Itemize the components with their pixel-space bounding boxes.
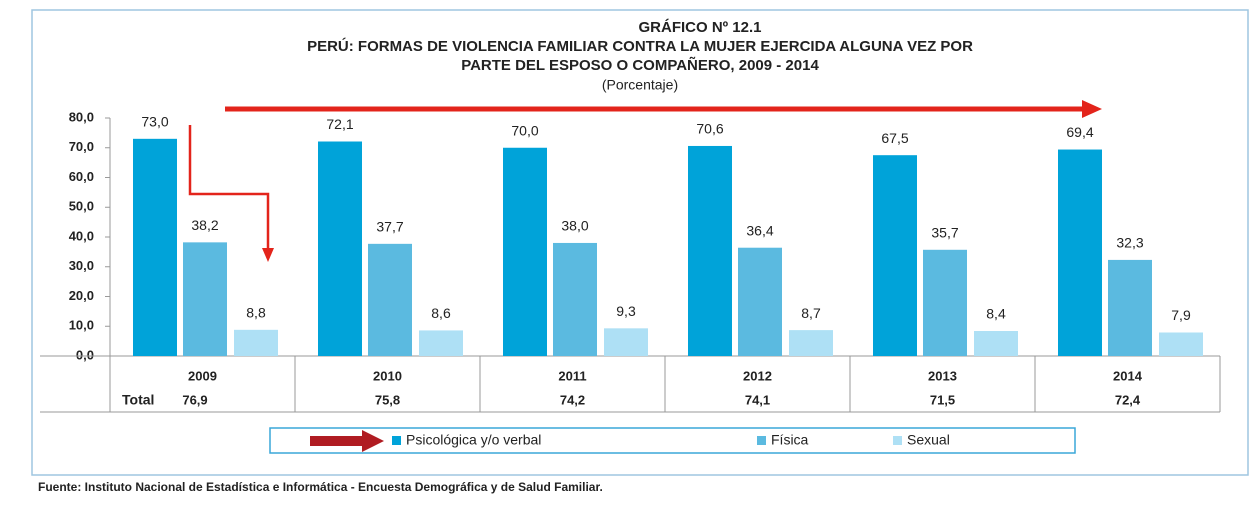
- bar: [1058, 149, 1102, 356]
- total-value: 71,5: [930, 392, 955, 407]
- data-label: 8,7: [801, 305, 821, 321]
- frame: [31, 9, 1249, 476]
- data-label: 73,0: [141, 114, 168, 130]
- bar: [873, 155, 917, 356]
- total-label: Total: [122, 392, 154, 408]
- bar: [503, 147, 547, 356]
- bar: [789, 330, 833, 356]
- legend-label: Física: [771, 432, 809, 448]
- bar: [604, 328, 648, 356]
- legend-swatch: [893, 436, 902, 445]
- bar: [368, 243, 412, 356]
- data-label: 8,4: [986, 306, 1006, 322]
- chart-title-line: PARTE DEL ESPOSO O COMPAÑERO, 2009 - 201…: [461, 56, 819, 74]
- x-tick-label: 2012: [743, 368, 772, 383]
- legend-swatch: [757, 436, 766, 445]
- total-value: 74,1: [745, 392, 770, 407]
- bar: [738, 247, 782, 356]
- x-tick-label: 2014: [1113, 368, 1143, 383]
- bar: [1108, 259, 1152, 356]
- data-label: 7,9: [1171, 307, 1191, 323]
- data-label: 8,8: [246, 305, 266, 321]
- data-label: 35,7: [931, 224, 958, 240]
- legend-label: Sexual: [907, 432, 950, 448]
- bar: [133, 138, 177, 356]
- total-value: 76,9: [182, 392, 207, 407]
- data-label: 69,4: [1066, 124, 1093, 140]
- bar: [234, 329, 278, 356]
- chart-title-line: PERÚ: FORMAS DE VIOLENCIA FAMILIAR CONTR…: [307, 37, 973, 55]
- y-tick-label: 50,0: [69, 199, 94, 214]
- bar: [923, 249, 967, 356]
- data-label: 70,0: [511, 122, 538, 138]
- total-value: 74,2: [560, 392, 585, 407]
- y-tick-label: 30,0: [69, 258, 94, 273]
- legend-swatch: [392, 436, 401, 445]
- legend-box: [269, 427, 1076, 454]
- bar: [419, 330, 463, 356]
- x-tick-label: 2010: [373, 368, 402, 383]
- arrows: [188, 100, 1102, 262]
- data-label: 8,6: [431, 305, 451, 321]
- bar: [688, 145, 732, 356]
- x-tick-label: 2013: [928, 368, 957, 383]
- total-value: 72,4: [1115, 392, 1141, 407]
- data-label: 72,1: [326, 116, 353, 132]
- legend-label: Psicológica y/o verbal: [406, 432, 541, 448]
- data-label: 38,0: [561, 218, 588, 234]
- y-tick-label: 10,0: [69, 318, 94, 333]
- data-label: 70,6: [696, 121, 723, 137]
- y-tick-label: 0,0: [76, 347, 94, 362]
- data-label: 67,5: [881, 130, 908, 146]
- x-tick-label: 2009: [188, 368, 217, 383]
- chart-title: GRÁFICO Nº 12.1: [638, 19, 761, 36]
- x-tick-label: 2011: [558, 368, 586, 383]
- bar: [553, 242, 597, 356]
- legend-arrow: [310, 430, 384, 452]
- y-tick-label: 60,0: [69, 169, 94, 184]
- y-tick-label: 40,0: [69, 228, 94, 243]
- y-tick-label: 80,0: [69, 109, 94, 124]
- data-label: 37,7: [376, 219, 403, 235]
- data-label: 38,2: [191, 217, 218, 233]
- y-tick-label: 70,0: [69, 139, 94, 154]
- bar: [318, 141, 362, 356]
- total-value: 75,8: [375, 392, 400, 407]
- source: Fuente: Instituto Nacional de Estadístic…: [38, 480, 603, 494]
- data-label: 36,4: [746, 222, 773, 238]
- data-label: 9,3: [616, 303, 636, 319]
- bar: [183, 242, 227, 356]
- data-label: 32,3: [1116, 235, 1143, 251]
- y-tick-label: 20,0: [69, 288, 94, 303]
- chart-subtitle: (Porcentaje): [602, 77, 678, 93]
- bar: [1159, 332, 1203, 356]
- bar: [974, 331, 1018, 356]
